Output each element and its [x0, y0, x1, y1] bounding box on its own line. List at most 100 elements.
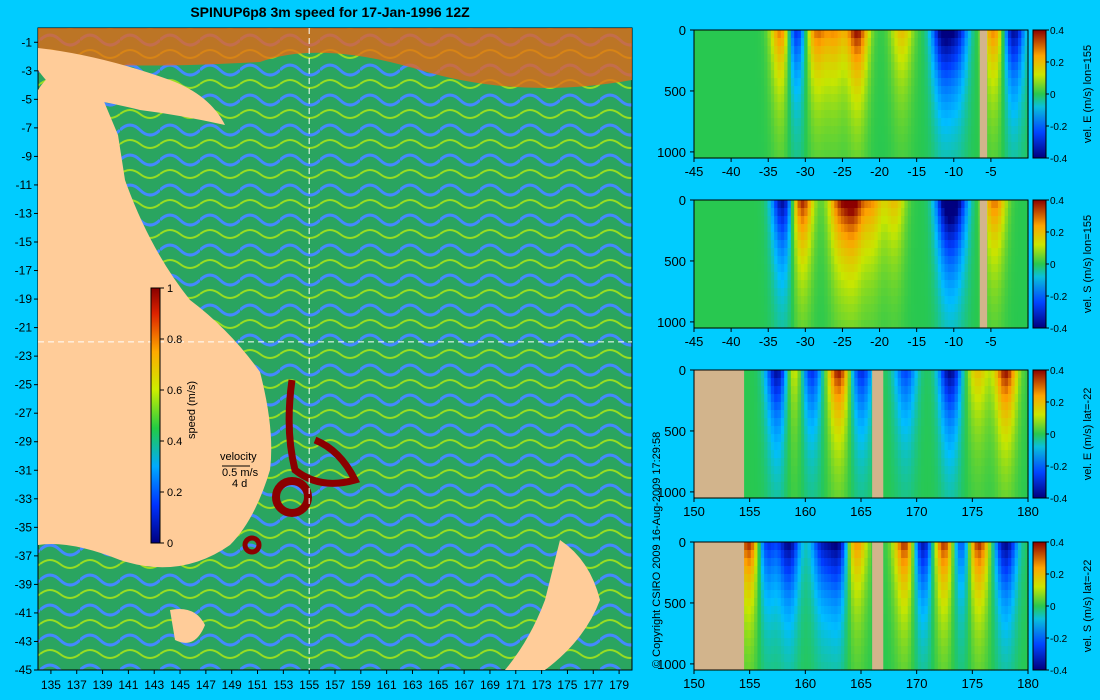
- heat-cell: [1011, 394, 1016, 403]
- heat-cell: [921, 410, 926, 419]
- heat-cell: [894, 296, 899, 305]
- heat-cell: [830, 490, 835, 499]
- heat-cell: [754, 442, 759, 451]
- heat-cell: [931, 134, 936, 143]
- heat-cell: [844, 200, 849, 209]
- heat-cell: [1017, 216, 1022, 225]
- heat-cell: [794, 304, 799, 313]
- heat-cell: [827, 402, 832, 411]
- heat-cell: [884, 386, 889, 395]
- heat-cell: [800, 386, 805, 395]
- heat-cell: [901, 62, 906, 71]
- heat-cell: [931, 280, 936, 289]
- heat-cell: [867, 490, 872, 499]
- heat-cell: [931, 78, 936, 87]
- heat-cell: [807, 288, 812, 297]
- heat-cell: [991, 248, 996, 257]
- heat-cell: [834, 216, 839, 225]
- heat-cell: [921, 450, 926, 459]
- heat-cell: [907, 386, 912, 395]
- heat-cell: [1011, 240, 1016, 249]
- heat-cell: [830, 296, 835, 305]
- heat-cell: [724, 320, 728, 329]
- heat-cell: [1014, 370, 1019, 379]
- heat-cell: [714, 38, 718, 47]
- heat-cell: [830, 450, 835, 459]
- heat-cell: [1004, 208, 1009, 217]
- heat-cell: [931, 466, 936, 475]
- map-y-tick-label: -33: [15, 492, 33, 506]
- heat-cell: [904, 272, 909, 281]
- heat-cell: [774, 232, 779, 241]
- heat-cell: [760, 434, 765, 443]
- heat-cell: [720, 232, 725, 241]
- heat-cell: [827, 150, 832, 159]
- heat-cell: [937, 418, 942, 427]
- heat-cell: [850, 62, 855, 71]
- heat-cell: [857, 272, 862, 281]
- heat-cell: [1004, 142, 1009, 151]
- heat-cell: [904, 142, 909, 151]
- heat-cell: [887, 386, 892, 395]
- heat-cell: [907, 86, 912, 95]
- heat-cell: [904, 370, 909, 379]
- heat-cell: [827, 272, 832, 281]
- heat-cell: [764, 458, 769, 467]
- heat-cell: [757, 370, 762, 379]
- heat-cell: [887, 256, 892, 265]
- heat-cell: [757, 110, 762, 119]
- heat-cell: [911, 70, 916, 79]
- heat-cell: [991, 466, 996, 475]
- heat-cell: [911, 426, 916, 435]
- heat-cell: [770, 418, 775, 427]
- heat-cell: [707, 200, 712, 209]
- heat-cell: [800, 280, 805, 289]
- heat-cell: [884, 426, 889, 435]
- heat-cell: [754, 466, 759, 475]
- heat-cell: [891, 208, 895, 217]
- heat-cell: [867, 224, 872, 233]
- heat-cell: [767, 312, 772, 321]
- heat-cell: [944, 142, 949, 151]
- heat-cell: [794, 126, 799, 135]
- heat-cell: [864, 232, 869, 241]
- heat-cell: [724, 46, 728, 55]
- heat-cell: [694, 240, 698, 249]
- map-x-tick-label: 163: [402, 678, 422, 692]
- heat-cell: [944, 394, 949, 403]
- heat-cell: [867, 370, 872, 379]
- heat-cell: [921, 394, 926, 403]
- heat-cell: [807, 118, 812, 127]
- heat-cell: [957, 474, 962, 483]
- heat-cell: [810, 320, 815, 329]
- heat-cell: [931, 426, 936, 435]
- heat-cell: [840, 150, 845, 159]
- heat-cell: [697, 46, 702, 55]
- heat-cell: [991, 482, 996, 491]
- heat-cell: [844, 272, 849, 281]
- heat-cell: [790, 134, 795, 143]
- heat-cell: [784, 248, 789, 257]
- heat-cell: [954, 62, 959, 71]
- heat-cell: [727, 150, 732, 159]
- heat-cell: [837, 490, 842, 499]
- heat-cell: [827, 370, 832, 379]
- heat-cell: [837, 208, 842, 217]
- heat-cell: [774, 296, 779, 305]
- heat-cell: [931, 458, 936, 467]
- heat-cell: [997, 442, 1002, 451]
- heat-cell: [881, 272, 885, 281]
- heat-cell: [904, 208, 909, 217]
- heat-cell: [994, 280, 999, 289]
- heat-cell: [764, 38, 769, 47]
- heat-cell: [827, 410, 832, 419]
- heat-cell: [937, 312, 942, 321]
- heat-cell: [967, 200, 972, 209]
- heat-cell: [944, 62, 949, 71]
- heat-cell: [844, 126, 849, 135]
- heat-cell: [700, 240, 705, 249]
- heat-cell: [820, 296, 825, 305]
- heat-cell: [834, 474, 839, 483]
- heat-cell: [767, 450, 772, 459]
- heat-cell: [794, 232, 799, 241]
